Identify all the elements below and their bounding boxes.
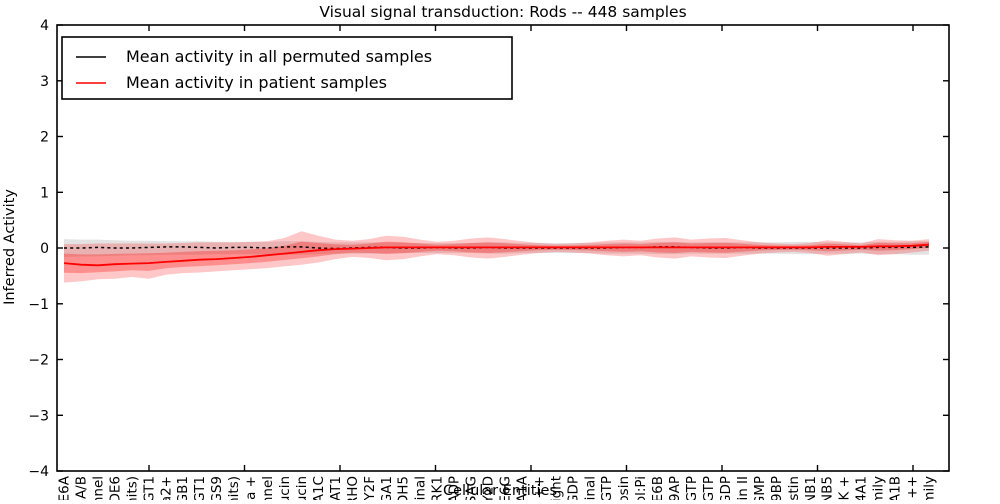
- x-category-label: PDE6G/GNAT1/GTP: [684, 476, 700, 500]
- x-category-label: RDH5: [396, 476, 412, 500]
- x-category-labels: PDE6APDE6A/BCNG ChannelPDE6mol:GMP (4 un…: [57, 475, 938, 504]
- x-axis-label: Cellular Entities: [443, 483, 557, 499]
- y-tick-label: 2: [40, 130, 49, 146]
- x-category-label: Metarhodopsin II: [735, 476, 751, 500]
- x-category-label: mol:Ca ++: [531, 476, 547, 500]
- x-category-label: RGS9BP: [769, 476, 785, 500]
- x-category-label: Transducin: [277, 476, 293, 500]
- x-category-label: Metarhodopsin II/Arrestin: [786, 476, 802, 500]
- x-category-label: GC2/GCAP Family: [922, 476, 938, 500]
- patient-band: [64, 231, 929, 283]
- x-category-label: mol:cGMP: [752, 476, 768, 500]
- x-category-label: GNB5: [820, 476, 836, 500]
- x-category-label: mol:Pi: [633, 476, 649, 500]
- x-category-label: CNGB1: [175, 476, 191, 500]
- x-category-label: absorption of light: [548, 476, 564, 500]
- x-category-label: mol:Ca2+: [158, 476, 174, 500]
- y-tick-label: −2: [28, 353, 49, 369]
- y-tick-labels: −4 −3 −2 −1 0 1 2 3 4: [28, 18, 49, 480]
- x-category-label: GUCY2D: [481, 476, 497, 500]
- x-category-label: GUCY2F: [362, 476, 378, 500]
- x-category-label: mol:GDP: [565, 476, 581, 500]
- x-category-label: SLC24A1: [854, 476, 870, 500]
- x-category-label: CNG Channel: [90, 476, 106, 500]
- legend-label-permuted: Mean activity in all permuted samples: [126, 47, 432, 66]
- x-category-label: GNAT1: [328, 476, 344, 500]
- patient-band-inner: [64, 241, 929, 274]
- y-tick-label: 3: [40, 74, 49, 90]
- x-category-label: GNGT1: [141, 476, 157, 500]
- legend-box: [61, 36, 513, 100]
- legend-label-patient: Mean activity in patient samples: [126, 73, 387, 92]
- x-category-label: PDE6A: [57, 475, 73, 500]
- x-category-label: RGS9: [209, 476, 225, 500]
- y-tick-label: 1: [40, 185, 49, 201]
- x-category-label: Metarhodopsin II/Transducin: [294, 476, 310, 500]
- confidence-bands: [64, 231, 929, 283]
- x-category-label: PDE6G: [498, 476, 514, 500]
- legend: Mean activity in all permuted samples Me…: [61, 36, 513, 100]
- x-category-label: GNAT1/GDP: [718, 476, 734, 500]
- y-tick-label: 0: [40, 241, 49, 257]
- x-category-label: mol:11-cis-retinal: [413, 476, 429, 500]
- x-category-label: GC1/GCAP Family: [871, 476, 887, 500]
- patient-mean-line: [63, 243, 930, 267]
- x-category-label: PDE6A/B: [74, 476, 90, 500]
- chart-title: Visual signal transduction: Rods -- 448 …: [319, 3, 686, 21]
- x-category-label: GUCA1C: [311, 476, 327, 500]
- x-category-label: GNB1: [803, 476, 819, 500]
- x-category-label: GNB1/GNGT1: [192, 476, 208, 500]
- x-category-label: Na + (4 Units): [226, 476, 242, 500]
- x-category-label: mol:GTP: [599, 476, 615, 500]
- x-category-label: PDE6B: [650, 476, 666, 500]
- x-category-label: GCAP Family/Ca ++: [905, 476, 921, 500]
- x-category-label: mol:K +: [837, 476, 853, 500]
- x-category-label: mol:all-trans-retinal: [582, 476, 598, 500]
- x-category-label: GNAT1/GTP: [701, 476, 717, 500]
- x-category-label: GUCA1A: [514, 475, 530, 500]
- x-category-label: Rhodopsin: [616, 476, 632, 500]
- x-category-label: RHO: [345, 476, 361, 500]
- x-category-label: mol:ADP: [447, 476, 463, 500]
- x-category-label: mol:GMP (4 units): [124, 476, 140, 500]
- x-category-label: mol:Na +: [243, 476, 259, 500]
- x-category-label: GUCA1B: [888, 476, 904, 500]
- axis-ticks: [57, 24, 949, 472]
- x-category-label: PDE6: [107, 476, 123, 500]
- x-category-label: RGS9-1/Gbeta5/R9AP: [667, 476, 683, 500]
- y-tick-label: −4: [28, 464, 49, 480]
- y-tick-label: −1: [28, 297, 49, 313]
- x-category-label: cGMP/CNG Channel: [260, 476, 276, 500]
- x-category-label: CNGA1: [379, 476, 395, 500]
- y-tick-label: −3: [28, 408, 49, 424]
- y-axis-label: Inferred Activity: [2, 189, 18, 305]
- x-category-label: GRK1: [430, 476, 446, 500]
- y-tick-label: 4: [40, 18, 49, 34]
- series-lines: [63, 243, 930, 267]
- x-category-label: SAG: [464, 476, 480, 500]
